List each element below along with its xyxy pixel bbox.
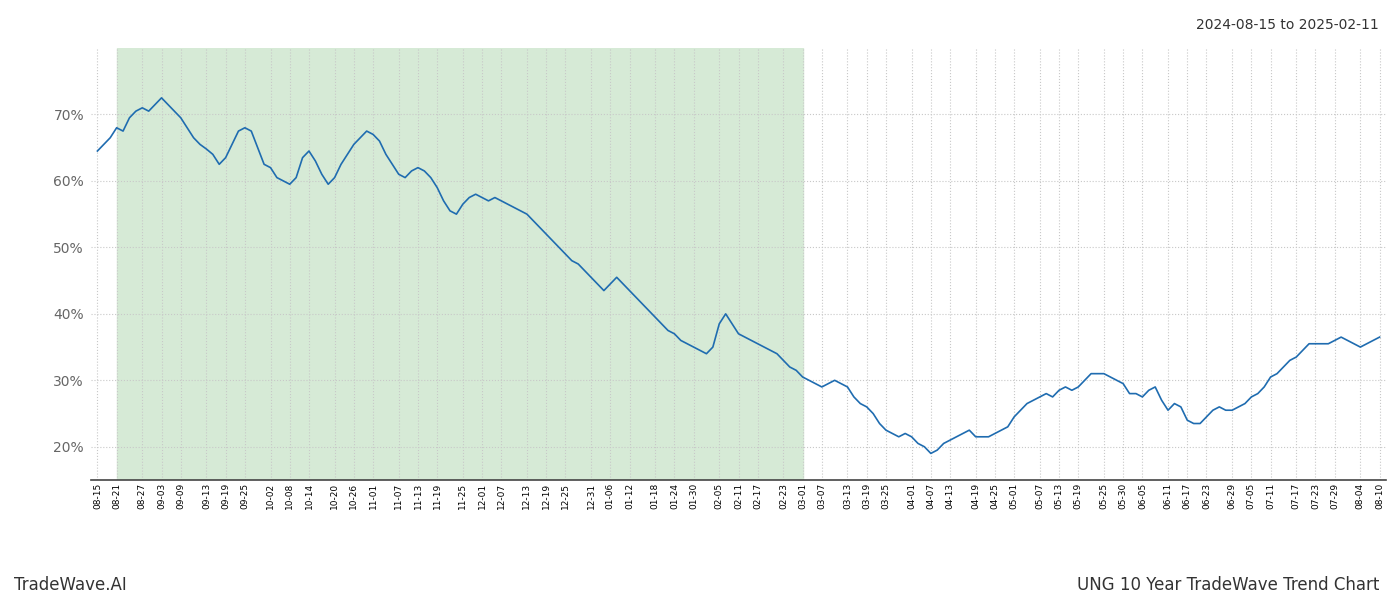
Text: UNG 10 Year TradeWave Trend Chart: UNG 10 Year TradeWave Trend Chart <box>1077 576 1379 594</box>
Text: TradeWave.AI: TradeWave.AI <box>14 576 127 594</box>
Bar <box>116 48 802 480</box>
Text: 2024-08-15 to 2025-02-11: 2024-08-15 to 2025-02-11 <box>1196 18 1379 32</box>
